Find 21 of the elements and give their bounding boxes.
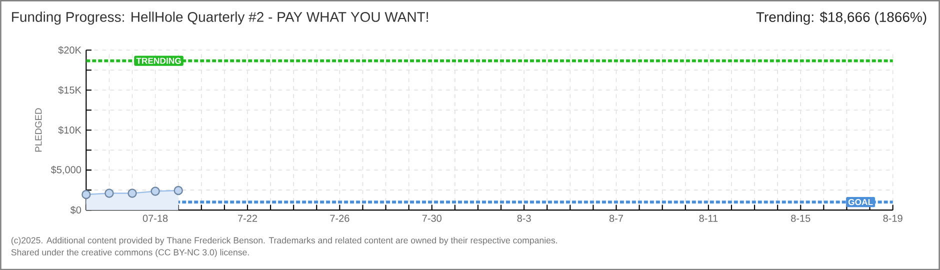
- x-tick-label: 8-7: [609, 214, 623, 222]
- x-tick-label: 7-22: [238, 214, 257, 222]
- y-tick-label: $10K: [58, 126, 82, 134]
- text: Trending: $18,666 (1866%): [756, 11, 926, 25]
- x-tick-label: 8-19: [883, 214, 902, 222]
- y-axis-title: PLEDGED: [35, 108, 42, 152]
- ref-line-label: GOAL: [848, 198, 873, 206]
- x-tick-label: 8-3: [517, 214, 531, 222]
- text: Shared under the creative commons (CC BY-NC 3.0) license.: [11, 248, 249, 258]
- x-tick-label: 8-15: [791, 214, 810, 222]
- x-tick-label: 8-11: [699, 214, 718, 222]
- y-tick-label: $20K: [58, 46, 82, 54]
- x-tick-label: 07-18: [142, 214, 168, 222]
- text: (c)2025. Additional content provided by Thane Frederick Benson. Trademarks and related content are owned by their respective companies.: [11, 236, 557, 246]
- y-tick-label: $0: [70, 206, 82, 214]
- y-tick-label: $5,000: [50, 166, 82, 174]
- x-tick-label: 7-30: [422, 214, 442, 222]
- ref-line-label: TRENDING: [136, 58, 181, 64]
- chart-title: Funding Progress: HellHole Quarterly #2 - PAY WHAT YOU WANT!: [12, 12, 428, 25]
- y-tick-label: $15K: [58, 86, 82, 94]
- x-tick-label: 7-26: [330, 214, 350, 222]
